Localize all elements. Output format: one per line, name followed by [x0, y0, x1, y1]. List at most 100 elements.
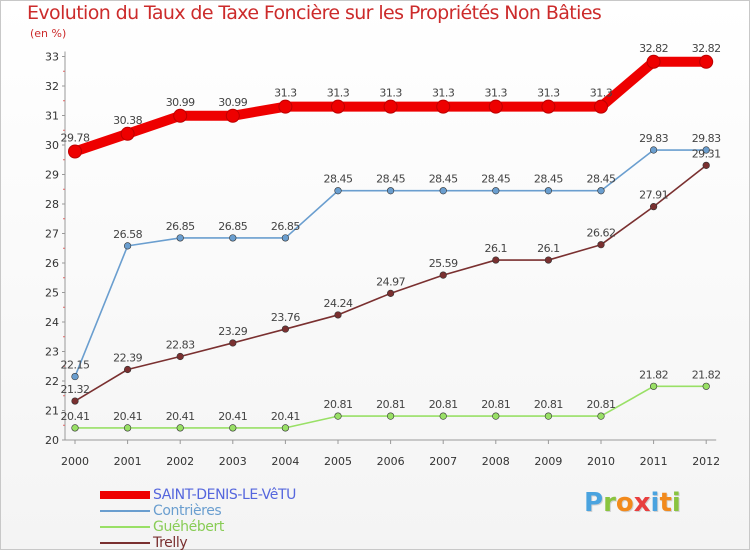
data-label: 23.76 [271, 311, 300, 324]
x-tick-label: 2003 [219, 455, 247, 468]
y-tick-label: 30 [45, 139, 59, 152]
data-label: 28.45 [481, 173, 510, 186]
y-tick-label: 25 [45, 287, 59, 300]
axes: 20 21 22 23 24 25 26 27 28 29 30 31 32 33 2000 2001 2002… [45, 51, 720, 469]
data-point [229, 424, 237, 432]
legend-label: Contrières [153, 503, 222, 519]
data-label: 20.41 [166, 410, 195, 423]
data-label: 26.85 [271, 220, 300, 233]
data-label: 27.91 [639, 189, 668, 202]
data-point [387, 289, 395, 297]
data-labels: 29.78 30.38 30.99 30.99 31.3 31.3 31.3 31.3 31.3… [61, 42, 722, 423]
data-label: 31.3 [274, 87, 297, 100]
data-point [229, 339, 237, 347]
y-tick-label: 28 [45, 198, 59, 211]
data-label: 20.81 [587, 398, 616, 411]
data-label: 31.3 [537, 87, 560, 100]
data-point [387, 187, 395, 195]
data-point [597, 412, 605, 420]
y-tick-label: 20 [45, 434, 59, 447]
data-point [334, 412, 342, 420]
x-tick-label: 2008 [482, 455, 510, 468]
y-tick-label: 31 [45, 110, 59, 123]
data-label: 31.3 [327, 87, 350, 100]
data-label: 31.3 [485, 87, 508, 100]
data-label: 24.97 [376, 275, 405, 288]
data-point [541, 99, 556, 114]
data-point [71, 397, 79, 405]
data-point [334, 187, 342, 195]
data-label: 22.83 [166, 339, 195, 352]
data-label: 28.45 [587, 173, 616, 186]
data-point [439, 271, 447, 279]
data-label: 30.99 [218, 96, 247, 109]
data-point [229, 234, 237, 242]
data-label: 20.81 [429, 398, 458, 411]
data-point [123, 242, 132, 250]
data-point [68, 144, 82, 159]
legend-swatch [100, 526, 150, 528]
legend-label: Guéhébert [153, 519, 224, 535]
data-point [120, 126, 135, 141]
x-tick-label: 2002 [166, 455, 194, 468]
data-label: 29.83 [639, 132, 668, 145]
data-label: 20.41 [61, 410, 90, 423]
data-label: 28.45 [376, 173, 405, 186]
legend-swatch [100, 542, 150, 544]
data-point [123, 365, 132, 374]
x-tick-label: 2010 [587, 455, 615, 468]
data-point [649, 203, 658, 211]
chart-title: Evolution du Taux de Taxe Foncière sur l… [27, 2, 602, 24]
data-label: 28.45 [534, 173, 563, 186]
data-label: 20.81 [481, 398, 510, 411]
series-lines [70, 56, 712, 429]
data-point [649, 146, 658, 154]
x-tick-label: 2001 [114, 455, 142, 468]
data-point [278, 99, 293, 114]
data-label: 26.1 [485, 242, 508, 255]
x-tick-label: 2004 [271, 455, 299, 468]
data-point [544, 256, 553, 264]
y-tick-label: 33 [45, 51, 59, 64]
legend-label: Trelly [153, 535, 188, 551]
data-label: 26.58 [113, 228, 142, 241]
proxiti-logo: Proxiti [584, 488, 681, 518]
series-points [68, 54, 714, 432]
logo-letter: i [650, 488, 660, 518]
logo-letter: t [659, 488, 672, 518]
data-point [281, 325, 290, 333]
data-label: 31.3 [432, 87, 455, 100]
data-label: 20.41 [218, 410, 247, 423]
data-label: 20.41 [271, 410, 300, 423]
data-label: 20.81 [376, 398, 405, 411]
data-point [699, 54, 714, 69]
data-point [492, 412, 500, 420]
data-point [702, 146, 710, 154]
data-point [176, 234, 184, 242]
data-point [702, 382, 710, 390]
y-tick-label: 21 [45, 405, 59, 418]
data-point [702, 161, 710, 169]
y-tick-label: 27 [45, 228, 59, 241]
data-label: 20.41 [113, 410, 142, 423]
data-point [383, 99, 398, 114]
data-label: 24.24 [324, 297, 353, 310]
y-tick-label: 32 [45, 80, 59, 93]
data-point [544, 187, 553, 195]
x-tick-label: 2009 [534, 455, 562, 468]
x-tick-label: 2005 [324, 455, 352, 468]
data-point [594, 99, 608, 114]
data-label: 32.82 [639, 42, 668, 55]
data-label: 32.82 [692, 42, 721, 55]
y-axis-unit: (en %) [30, 27, 67, 40]
data-label: 21.82 [639, 368, 668, 381]
data-point [649, 382, 658, 390]
data-point [225, 108, 240, 123]
data-point [334, 311, 342, 319]
data-label: 26.62 [587, 227, 616, 240]
x-tick-label: 2012 [692, 455, 720, 468]
data-label: 25.59 [429, 257, 458, 270]
data-label: 31.3 [379, 87, 402, 100]
data-label: 30.99 [166, 96, 195, 109]
data-point [176, 352, 184, 361]
